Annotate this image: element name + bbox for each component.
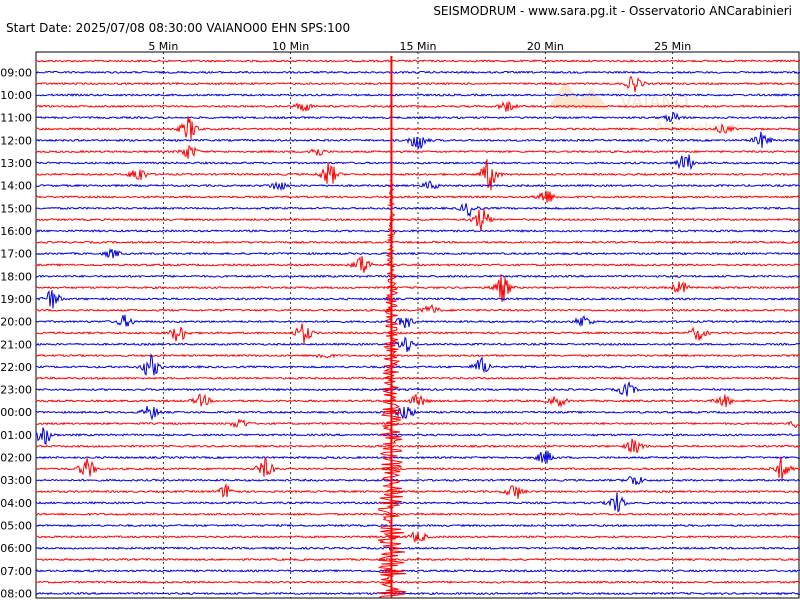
seismic-trace bbox=[35, 190, 800, 203]
watermark-logo: VAIANO ANCarabinieri bbox=[532, 58, 798, 166]
row-label: 23:00 bbox=[0, 384, 32, 397]
seismic-trace bbox=[35, 336, 800, 352]
seismic-trace bbox=[35, 116, 800, 140]
seismic-trace bbox=[35, 380, 800, 397]
row-label: 16:00 bbox=[0, 225, 32, 238]
seismic-trace bbox=[35, 482, 800, 499]
logo-mountain-icon bbox=[548, 82, 610, 110]
seismic-trace bbox=[35, 93, 800, 97]
row-label: 22:00 bbox=[0, 361, 32, 374]
row-label: 07:00 bbox=[0, 565, 32, 578]
seismic-trace bbox=[35, 475, 800, 485]
seismic-trace bbox=[35, 523, 800, 528]
seismic-trace bbox=[35, 314, 800, 329]
header-start-info: Start Date: 2025/07/08 08:30:00 VAIANO00… bbox=[6, 21, 351, 35]
row-label: 08:00 bbox=[0, 588, 32, 600]
seismic-trace bbox=[35, 229, 800, 233]
row-label: 17:00 bbox=[0, 248, 32, 261]
seismic-trace bbox=[35, 427, 800, 445]
seismic-trace bbox=[35, 304, 800, 313]
row-label: 18:00 bbox=[0, 270, 32, 283]
row-label: 04:00 bbox=[0, 497, 32, 510]
seismic-trace bbox=[35, 353, 800, 359]
row-label: 02:00 bbox=[0, 452, 32, 465]
seismic-trace bbox=[35, 591, 800, 596]
row-label: 19:00 bbox=[0, 293, 32, 306]
watermark-text: VAIANO bbox=[620, 92, 689, 113]
seismic-trace bbox=[35, 70, 800, 75]
x-tick-label: 5 Min bbox=[148, 40, 178, 53]
seismic-trace bbox=[35, 580, 800, 584]
seismic-trace bbox=[35, 154, 800, 171]
seismic-trace bbox=[35, 240, 800, 245]
seismic-trace bbox=[35, 557, 800, 562]
seismic-trace bbox=[35, 274, 800, 303]
seismic-trace bbox=[35, 406, 800, 421]
seismic-trace bbox=[35, 159, 800, 191]
seismic-trace bbox=[35, 438, 800, 454]
seismic-trace bbox=[35, 75, 800, 93]
seismic-trace bbox=[35, 418, 800, 429]
row-label: 10:00 bbox=[0, 89, 32, 102]
seismic-trace bbox=[35, 59, 800, 63]
seismic-trace bbox=[35, 180, 800, 192]
row-label: 05:00 bbox=[0, 520, 32, 533]
row-label: 12:00 bbox=[0, 134, 32, 147]
row-label: 06:00 bbox=[0, 542, 32, 555]
seismic-trace bbox=[35, 376, 800, 381]
seismic-trace bbox=[35, 457, 800, 480]
row-label: 00:00 bbox=[0, 406, 32, 419]
seismic-trace bbox=[35, 290, 800, 309]
row-label: 15:00 bbox=[0, 202, 32, 215]
header-title: SEISMODRUM - www.sara.pg.it - Osservator… bbox=[433, 4, 792, 18]
row-label: 09:00 bbox=[0, 66, 32, 79]
row-label: 11:00 bbox=[0, 112, 32, 125]
plot-frame bbox=[35, 51, 800, 599]
seismic-trace bbox=[35, 208, 800, 231]
row-label: 14:00 bbox=[0, 180, 32, 193]
seismic-trace bbox=[35, 144, 800, 159]
seismic-trace bbox=[35, 492, 800, 513]
seismic-trace bbox=[35, 450, 800, 464]
x-tick-label: 10 Min bbox=[272, 40, 309, 53]
x-tick-label: 15 Min bbox=[399, 40, 436, 53]
seismic-trace bbox=[35, 100, 800, 112]
spike-waveform bbox=[377, 179, 407, 599]
row-label: 13:00 bbox=[0, 157, 32, 170]
seismic-trace bbox=[35, 112, 800, 123]
seismic-trace bbox=[35, 569, 800, 574]
x-tick-label: 25 Min bbox=[654, 40, 691, 53]
row-label: 20:00 bbox=[0, 316, 32, 329]
seismic-trace bbox=[35, 247, 800, 259]
seismic-trace bbox=[35, 393, 800, 408]
seismic-trace bbox=[35, 274, 800, 279]
seismic-trace bbox=[35, 131, 800, 151]
seismic-trace bbox=[35, 531, 800, 544]
row-label: 03:00 bbox=[0, 474, 32, 487]
seismic-trace bbox=[35, 353, 800, 376]
row-label: 01:00 bbox=[0, 429, 32, 442]
seismic-trace bbox=[35, 512, 800, 517]
seismic-trace bbox=[35, 256, 800, 273]
row-label: 21:00 bbox=[0, 338, 32, 351]
seismic-trace bbox=[35, 202, 800, 218]
seismic-trace bbox=[35, 323, 800, 344]
x-tick-label: 20 Min bbox=[527, 40, 564, 53]
seismic-trace bbox=[35, 546, 800, 551]
